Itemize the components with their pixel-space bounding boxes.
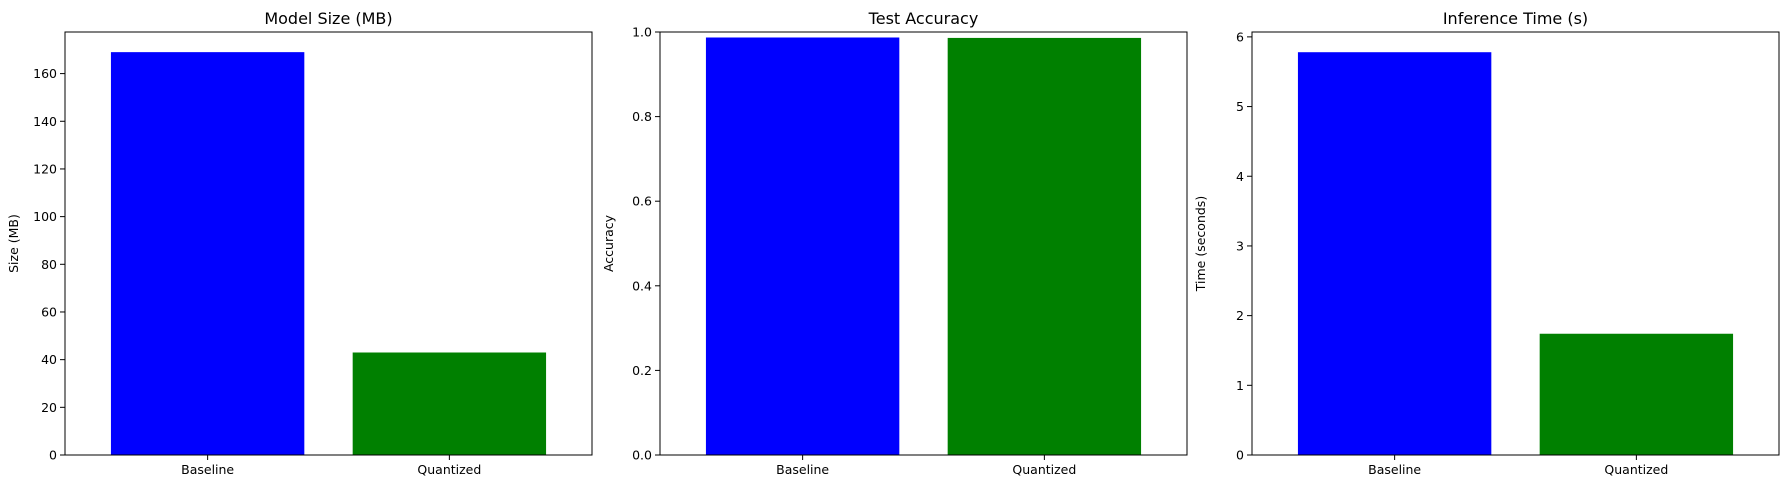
- plot-frame: [659, 31, 1188, 456]
- y-tick-label: 0: [49, 448, 57, 463]
- y-axis-label: Accuracy: [601, 214, 616, 272]
- y-tick-label: 120: [33, 161, 57, 176]
- y-tick-label: 2: [1236, 308, 1244, 323]
- y-tick-label: 0.4: [632, 278, 652, 293]
- x-tick-label: Quantized: [417, 462, 481, 477]
- bar-baseline: [705, 37, 900, 456]
- y-tick-label: 40: [41, 352, 57, 367]
- y-tick-label: 0.6: [632, 194, 652, 209]
- y-axis-label: Time (seconds): [1193, 196, 1208, 292]
- plot-frame: [1251, 31, 1780, 456]
- bar-baseline: [110, 52, 305, 456]
- chart-panel: 0 1 2 3 4 5 6 Baseline Quantized Inference Time (…: [1193, 9, 1780, 477]
- chart-panel: 0.0 0.2 0.4 0.6 0.8 1.0 Baseline Quantized Test …: [601, 9, 1188, 477]
- y-tick-label: 80: [41, 257, 57, 272]
- plot-frame: [64, 31, 593, 456]
- y-tick-label: 0: [1236, 448, 1244, 463]
- y-tick-label: 60: [41, 304, 57, 319]
- chart-title: Inference Time (s): [1443, 9, 1588, 28]
- x-tick-label: Quantized: [1012, 462, 1076, 477]
- x-tick-label: Quantized: [1604, 462, 1668, 477]
- x-tick-label: Baseline: [1368, 462, 1421, 477]
- bar-quantized: [352, 352, 547, 455]
- bar-quantized: [1539, 333, 1734, 455]
- x-tick-label: Baseline: [181, 462, 234, 477]
- y-tick-label: 5: [1236, 99, 1244, 114]
- y-tick-label: 160: [33, 66, 57, 81]
- y-tick-label: 3: [1236, 238, 1244, 253]
- y-tick-label: 100: [33, 209, 57, 224]
- y-tick-label: 0.8: [632, 109, 652, 124]
- y-tick-label: 1: [1236, 378, 1244, 393]
- x-tick-label: Baseline: [776, 462, 829, 477]
- chart-title: Test Accuracy: [868, 9, 979, 28]
- chart-panel: 0 20 40 60 80 100 120 140 160 Baseline Quantized Mo…: [6, 9, 593, 477]
- y-tick-label: 6: [1236, 29, 1244, 44]
- chart-title: Model Size (MB): [264, 9, 392, 28]
- y-tick-label: 0.2: [632, 363, 652, 378]
- y-tick-label: 4: [1236, 169, 1244, 184]
- y-tick-label: 140: [33, 114, 57, 129]
- y-tick-label: 1.0: [632, 25, 652, 40]
- y-tick-label: 20: [41, 400, 57, 415]
- bar-quantized: [947, 37, 1142, 456]
- y-tick-label: 0.0: [632, 448, 652, 463]
- y-axis-label: Size (MB): [6, 214, 21, 273]
- bar-baseline: [1297, 52, 1492, 455]
